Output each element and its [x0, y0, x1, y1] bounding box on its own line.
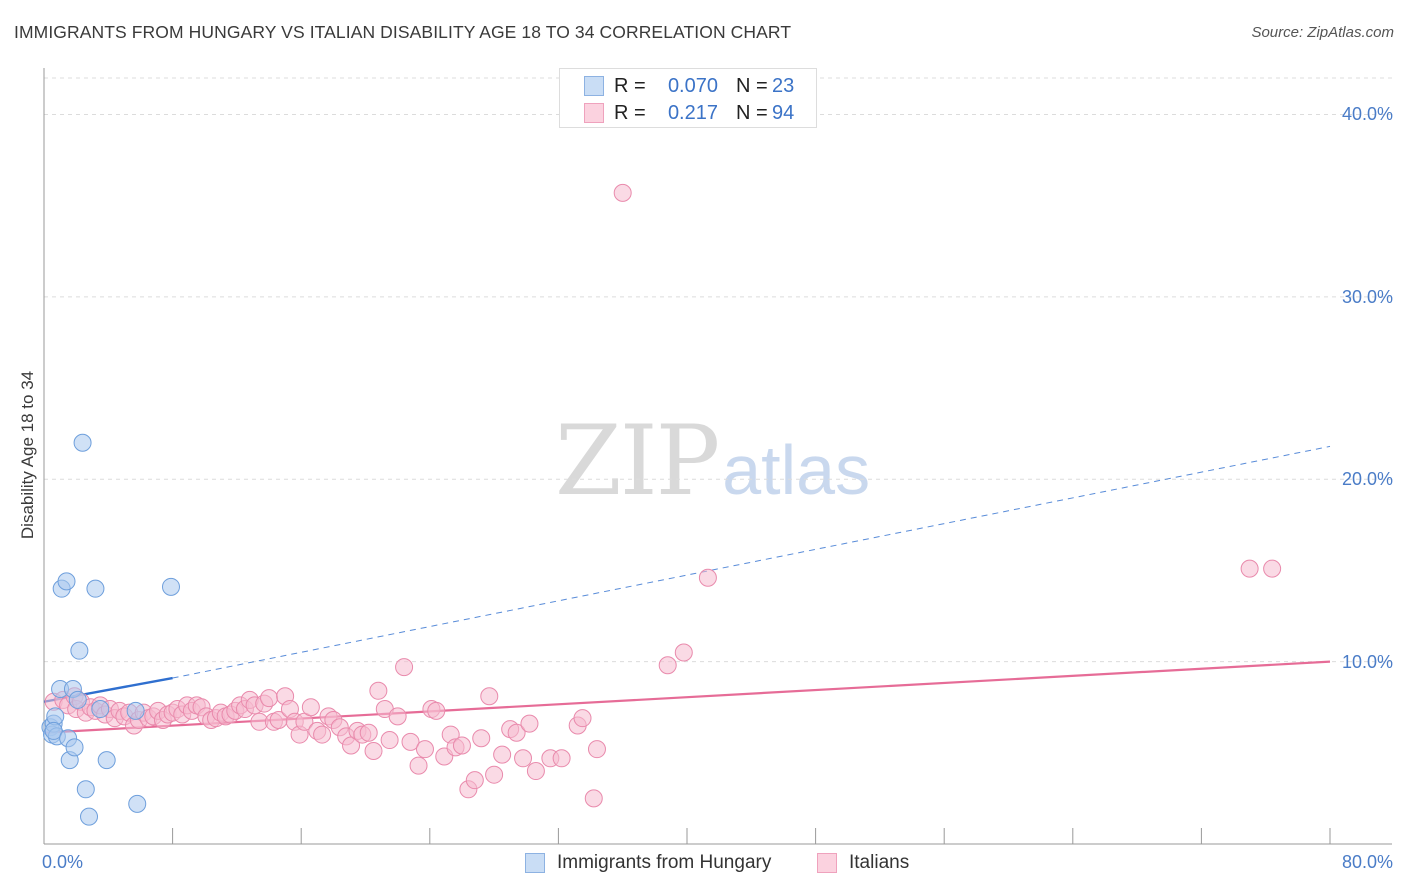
watermark-zip: ZIP — [555, 405, 720, 517]
point-hungary — [57, 572, 76, 591]
point-italians — [465, 771, 484, 790]
point-hungary — [44, 721, 63, 740]
point-italians — [427, 701, 446, 720]
point-hungary — [97, 751, 116, 770]
n-value: 23 — [772, 74, 795, 97]
point-hungary — [86, 579, 105, 598]
point-italians — [485, 765, 504, 784]
legend-item-hungary[interactable]: Immigrants from Hungary — [525, 852, 771, 874]
r-label: R = — [614, 101, 646, 124]
point-italians — [1240, 559, 1259, 578]
point-italians — [613, 183, 632, 202]
r-value: 0.217 — [667, 101, 718, 124]
axes — [43, 68, 1392, 845]
legend-item-italians[interactable]: Italians — [817, 852, 909, 874]
legend-swatch-italians — [584, 103, 604, 123]
point-italians — [409, 756, 428, 775]
gridlines — [44, 77, 1392, 663]
point-italians — [507, 723, 526, 742]
point-italians — [452, 736, 471, 755]
n-value: 94 — [772, 101, 795, 124]
point-italians — [359, 723, 378, 742]
legend-label-hungary: Immigrants from Hungary — [557, 852, 772, 873]
point-hungary — [76, 780, 95, 799]
point-italians — [472, 729, 491, 748]
point-italians — [658, 656, 677, 675]
point-italians — [1263, 559, 1282, 578]
point-hungary — [73, 433, 92, 452]
point-hungary — [68, 690, 87, 709]
r-value: 0.070 — [667, 74, 718, 97]
n-label: N = — [736, 101, 768, 124]
point-hungary — [80, 807, 99, 826]
correlation-legend: R = 0.070 N = 23 R = 0.217 N = 94 — [559, 68, 817, 128]
watermark: ZIPatlas — [555, 405, 870, 517]
source-credit: Source: ZipAtlas.com — [1251, 24, 1394, 41]
legend-row-hungary: R = 0.070 N = 23 — [584, 74, 794, 98]
series-legend: Immigrants from Hungary Italians — [0, 852, 1406, 878]
point-italians — [520, 714, 539, 733]
legend-swatch-hungary — [584, 76, 604, 96]
point-hungary — [161, 577, 180, 596]
watermark-atlas: atlas — [722, 431, 871, 509]
point-hungary — [126, 701, 145, 720]
point-hungary — [91, 700, 110, 719]
r-label: R = — [614, 74, 646, 97]
point-italians — [369, 681, 388, 700]
point-italians — [313, 725, 332, 744]
point-italians — [401, 732, 420, 751]
y-tick-label: 30.0% — [1341, 286, 1393, 307]
point-italians — [674, 643, 693, 662]
y-tick-label: 40.0% — [1341, 104, 1393, 125]
trend-lines — [43, 445, 1331, 734]
point-italians — [380, 731, 399, 750]
point-italians — [514, 749, 533, 768]
point-italians — [364, 741, 383, 760]
point-hungary — [70, 641, 89, 660]
point-italians — [480, 687, 499, 706]
y-tick-label: 10.0% — [1341, 651, 1393, 672]
point-italians — [388, 707, 407, 726]
legend-swatch-hungary — [525, 853, 545, 873]
point-italians — [301, 698, 320, 717]
legend-row-italians: R = 0.217 N = 94 — [584, 101, 794, 125]
legend-swatch-italians — [817, 853, 837, 873]
point-italians — [552, 749, 571, 768]
x-tick-label: 80.0% — [1341, 852, 1393, 872]
point-italians — [584, 789, 603, 808]
point-italians — [587, 740, 606, 759]
chart-title: IMMIGRANTS FROM HUNGARY VS ITALIAN DISAB… — [14, 22, 792, 42]
point-hungary — [65, 738, 84, 757]
legend-label-italians: Italians — [849, 852, 910, 873]
data-points — [41, 183, 1282, 826]
trend-hungary-extrapolated — [172, 445, 1331, 679]
point-italians — [260, 689, 279, 708]
point-italians — [493, 745, 512, 764]
y-tick-label: 20.0% — [1341, 469, 1393, 490]
point-italians — [698, 568, 717, 587]
n-label: N = — [736, 74, 768, 97]
point-italians — [573, 709, 592, 728]
point-italians — [526, 762, 545, 781]
x-tick-label: 0.0% — [42, 852, 84, 872]
point-italians — [395, 658, 414, 677]
point-italians — [415, 740, 434, 759]
point-hungary — [128, 794, 147, 813]
